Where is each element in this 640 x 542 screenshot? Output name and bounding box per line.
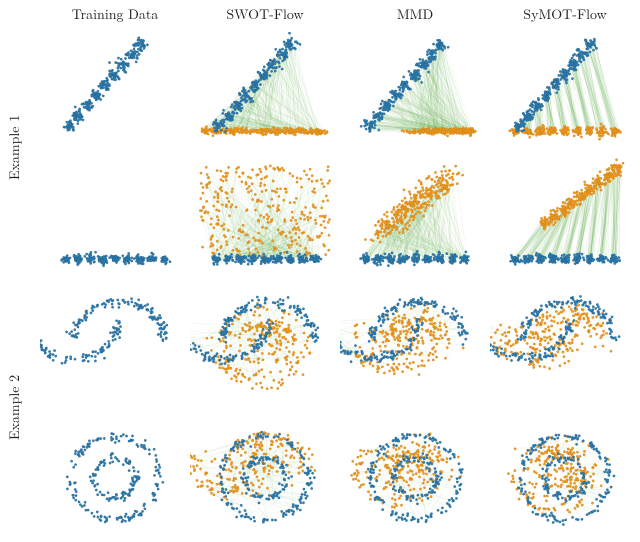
cell-r0-c3: [490, 24, 640, 152]
cell-r3-c0: [40, 414, 190, 542]
cell-r1-c0: [40, 154, 190, 282]
cell-r2-c0: [40, 284, 190, 412]
cell-r0-c1: [190, 24, 340, 152]
cell-r2-c3: [490, 284, 640, 412]
cell-r0-c0: [40, 24, 190, 152]
cell-r3-c3: [490, 414, 640, 542]
cell-r2-c1: [190, 284, 340, 412]
col-header-0: Training Data: [40, 4, 190, 24]
row-label-1: Example 2: [4, 380, 24, 440]
cell-r1-c1: [190, 154, 340, 282]
cell-r3-c1: [190, 414, 340, 542]
row-label-0: Example 1: [4, 120, 24, 180]
cell-r1-c3: [490, 154, 640, 282]
figure-grid: Training Data SWOT-Flow MMD SyMOT-Flow E…: [0, 0, 640, 542]
col-header-3: SyMOT-Flow: [490, 4, 640, 24]
col-header-2: MMD: [340, 4, 490, 24]
cell-r0-c2: [340, 24, 490, 152]
cell-r1-c2: [340, 154, 490, 282]
cell-r2-c2: [340, 284, 490, 412]
cell-r3-c2: [340, 414, 490, 542]
col-header-1: SWOT-Flow: [190, 4, 340, 24]
